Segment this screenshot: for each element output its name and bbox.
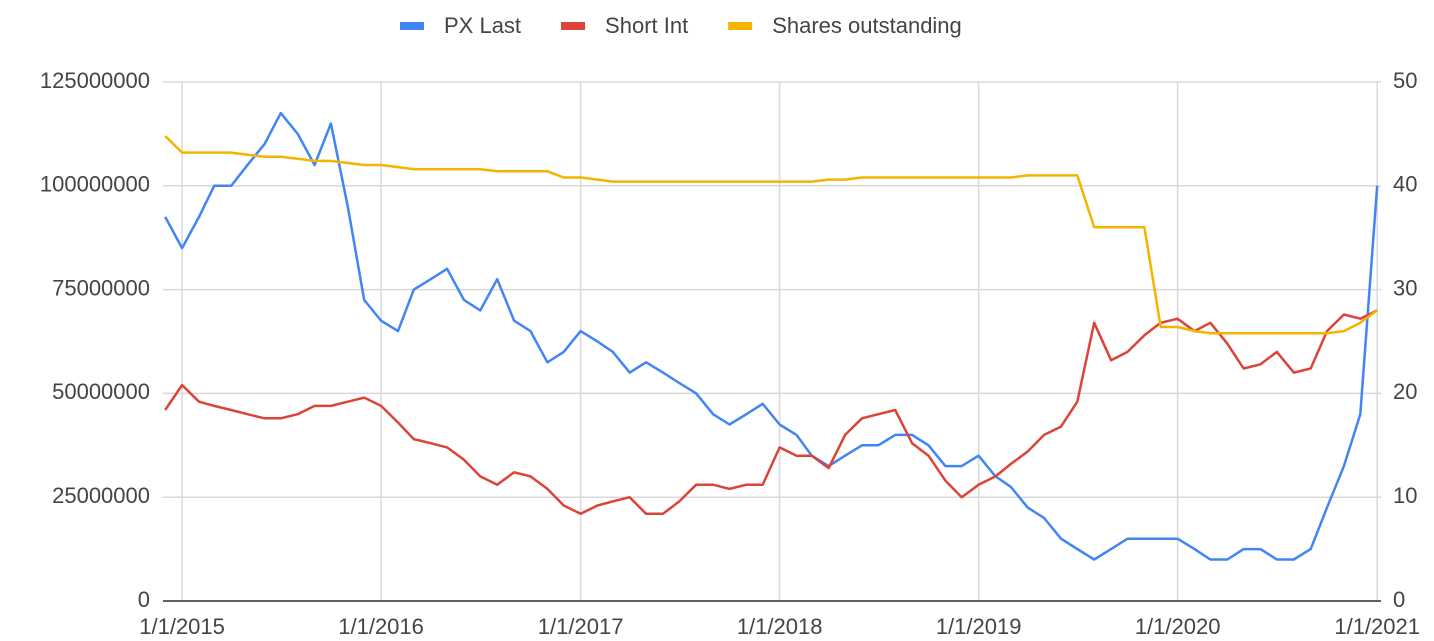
legend-swatch: [728, 22, 753, 30]
legend-label: Short Int: [605, 13, 688, 38]
x-tick-label: 1/1/2021: [1334, 614, 1420, 639]
x-tick-label: 1/1/2017: [538, 614, 624, 639]
y-tick-label: 125000000: [40, 68, 150, 93]
series-line: [164, 135, 1378, 335]
legend-label: PX Last: [444, 13, 521, 38]
y2-tick-label: 0: [1393, 587, 1405, 612]
x-tick-label: 1/1/2018: [737, 614, 823, 639]
legend-swatch: [561, 22, 586, 30]
y2-tick-label: 40: [1393, 172, 1417, 197]
y-tick-label: 100000000: [40, 172, 150, 197]
y-tick-label: 25000000: [52, 483, 150, 508]
y2-tick-label: 10: [1393, 483, 1417, 508]
x-tick-label: 1/1/2020: [1135, 614, 1221, 639]
x-tick-label: 1/1/2016: [338, 614, 424, 639]
legend-label: Shares outstanding: [772, 13, 962, 38]
y-tick-label: 50000000: [52, 379, 150, 404]
x-tick-label: 1/1/2015: [139, 614, 225, 639]
y-tick-label: 0: [138, 587, 150, 612]
y-tick-label: 75000000: [52, 275, 150, 300]
series-line: [164, 111, 1379, 561]
y2-tick-label: 50: [1393, 68, 1417, 93]
legend-swatch: [400, 22, 424, 30]
y2-tick-label: 20: [1393, 379, 1417, 404]
y2-tick-label: 30: [1393, 275, 1417, 300]
series-line: [164, 309, 1378, 516]
x-tick-label: 1/1/2019: [936, 614, 1022, 639]
